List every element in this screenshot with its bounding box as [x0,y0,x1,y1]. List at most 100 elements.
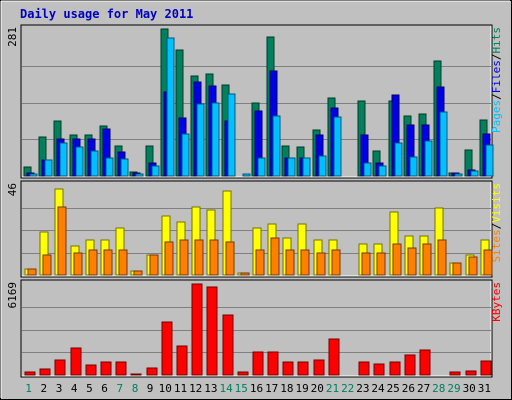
bar-kbytes-day-31 [480,360,492,376]
x-tick-label-8: 8 [132,382,139,395]
bar-kbytes-day-3 [54,359,66,376]
bar-pages-day-15 [242,173,251,177]
bar-kbytes-day-9 [146,367,158,376]
bar-pages-day-17 [272,115,281,177]
y-max-label-requests: 281 [6,27,19,47]
legend-item: / [490,93,503,100]
bar-pages-day-21 [333,116,342,177]
x-tick-label-16: 16 [250,382,263,395]
bar-pages-day-3 [59,142,68,177]
x-tick-label-9: 9 [147,382,154,395]
bar-sites-day-5 [88,249,98,276]
bar-sites-day-29 [452,262,462,276]
x-tick-label-5: 5 [86,382,93,395]
bar-sites-day-13 [209,239,219,276]
bar-kbytes-day-13 [206,286,218,376]
bar-pages-day-12 [196,103,205,177]
bar-kbytes-day-29 [449,371,461,376]
legend-item: Files [490,60,503,93]
legend-item: / [490,54,503,61]
bar-sites-day-3 [57,206,67,276]
x-tick-label-31: 31 [478,382,491,395]
bar-kbytes-day-7 [115,361,127,376]
bar-kbytes-day-4 [70,347,82,376]
bar-sites-day-31 [483,249,493,276]
bar-sites-day-25 [392,243,402,276]
legend-item: Pages [490,100,503,133]
bar-pages-day-10 [166,37,175,177]
legend-item: Visits [490,183,503,223]
bar-kbytes-day-6 [100,361,112,376]
x-tick-label-28: 28 [432,382,445,395]
bar-pages-day-31 [485,144,494,177]
bar-kbytes-day-2 [39,368,51,376]
bar-pages-day-7 [120,158,129,177]
x-tick-label-17: 17 [265,382,278,395]
x-tick-label-23: 23 [356,382,369,395]
bar-sites-day-16 [255,249,265,276]
bar-pages-day-16 [257,157,266,177]
bar-pages-day-14 [227,93,236,177]
bar-sites-day-7 [118,249,128,276]
bar-pages-day-24 [378,165,387,177]
bar-sites-day-23 [361,252,371,276]
bar-kbytes-day-30 [465,370,477,376]
legend-volume: KBytes [490,282,503,322]
bar-sites-day-28 [437,239,447,276]
x-tick-label-13: 13 [204,382,217,395]
bar-pages-day-2 [44,159,53,177]
bar-kbytes-day-20 [313,359,325,376]
bar-sites-day-26 [407,247,417,276]
x-tick-label-7: 7 [116,382,123,395]
x-tick-label-20: 20 [311,382,324,395]
bar-pages-day-26 [409,156,418,177]
bar-pages-day-23 [363,162,372,177]
bar-kbytes-day-5 [85,364,97,376]
bar-kbytes-day-14 [222,314,234,376]
bar-sites-day-10 [164,241,174,276]
x-tick-label-14: 14 [219,382,233,395]
bar-kbytes-day-24 [373,363,385,376]
bar-kbytes-day-27 [419,349,431,376]
bar-sites-day-24 [376,252,386,276]
x-tick-label-15: 15 [235,382,248,395]
x-tick-label-22: 22 [341,382,354,395]
y-max-label-volume: 6169 [6,282,19,309]
x-tick-label-1: 1 [25,382,32,395]
bar-kbytes-day-17 [267,351,279,376]
x-tick-label-12: 12 [189,382,202,395]
bar-kbytes-day-8 [130,373,142,376]
bar-sites-day-6 [103,249,113,276]
bar-pages-day-20 [318,155,327,177]
bar-sites-day-20 [316,252,326,276]
bar-sites-day-21 [331,249,341,276]
bar-pages-day-5 [90,150,99,177]
bar-pages-day-4 [75,146,84,177]
bar-pages-day-9 [151,165,160,177]
bar-sites-day-30 [468,256,478,276]
x-tick-label-21: 21 [326,382,339,395]
chart-title: Daily usage for May 2011 [20,7,193,21]
bar-sites-day-12 [194,239,204,276]
x-tick-label-11: 11 [174,382,187,395]
bar-sites-day-4 [73,252,83,276]
x-tick-label-18: 18 [280,382,293,395]
bar-sites-day-1 [27,268,37,276]
x-tick-label-6: 6 [101,382,108,395]
x-tick-label-4: 4 [71,382,78,395]
bar-kbytes-day-10 [161,321,173,376]
bar-pages-day-8 [135,173,144,177]
bar-kbytes-day-12 [191,283,203,376]
bar-sites-day-19 [300,249,310,276]
bar-kbytes-day-16 [252,351,264,376]
bar-sites-day-11 [179,239,189,276]
bar-kbytes-day-26 [404,354,416,376]
legend-item: Sites [490,229,503,262]
bar-sites-day-27 [422,243,432,276]
bar-pages-day-27 [424,140,433,177]
bar-pages-day-28 [439,111,448,177]
bar-kbytes-day-21 [328,338,340,376]
